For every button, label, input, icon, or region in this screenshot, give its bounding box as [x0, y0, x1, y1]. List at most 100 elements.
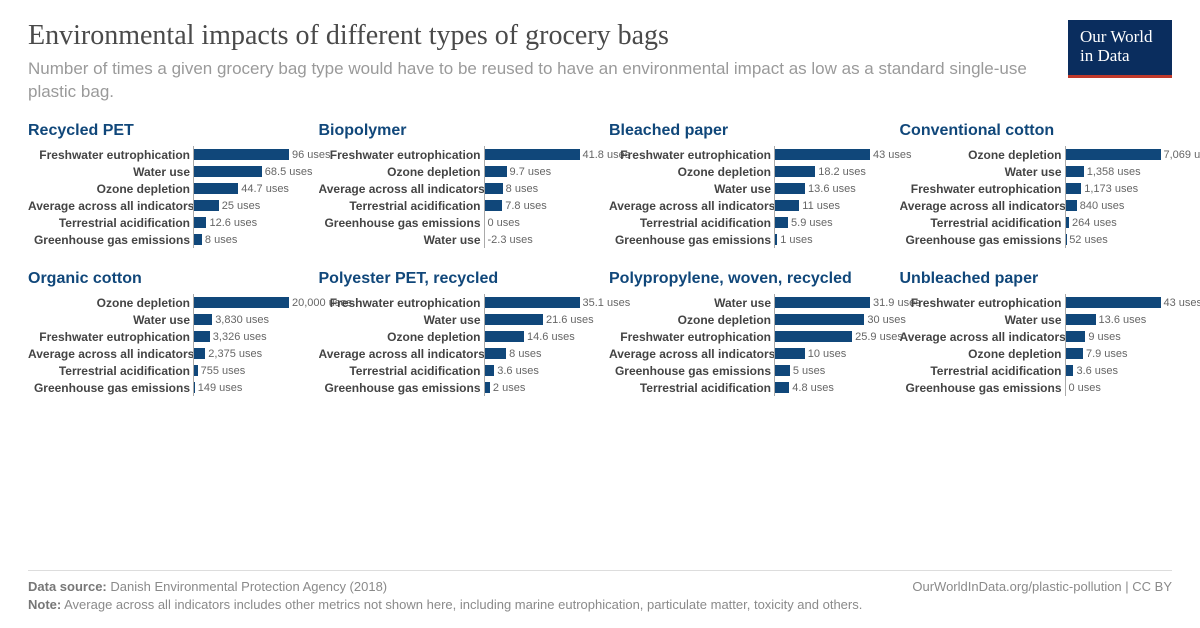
bar — [194, 331, 210, 342]
facet-panel: Recycled PETFreshwater eutrophication96 … — [28, 122, 301, 248]
bar — [194, 348, 205, 359]
row-value: 14.6 uses — [527, 331, 575, 343]
row-value: 7.8 uses — [505, 200, 547, 212]
row-value: 0 uses — [488, 217, 520, 229]
row-label: Greenhouse gas emissions — [319, 381, 484, 395]
row-label: Water use — [319, 233, 484, 247]
bar — [1066, 200, 1077, 211]
row-label: Freshwater eutrophication — [900, 182, 1065, 196]
row-label: Average across all indicators — [28, 347, 193, 361]
row-label: Terrestrial acidification — [319, 199, 484, 213]
bar-zone: 8 uses — [484, 345, 592, 362]
owid-logo: Our World in Data — [1068, 20, 1172, 78]
bar-row: Water use31.9 uses — [609, 294, 882, 311]
row-label: Terrestrial acidification — [28, 216, 193, 230]
row-label: Average across all indicators — [319, 182, 484, 196]
note-label: Note: — [28, 597, 61, 612]
bar — [1066, 149, 1161, 160]
bar-zone: 12.6 uses — [193, 214, 301, 231]
row-value: 18.2 uses — [818, 166, 866, 178]
bar-row: Ozone depletion18.2 uses — [609, 163, 882, 180]
row-value: 25.9 uses — [855, 331, 903, 343]
facet-panel: Unbleached paperFreshwater eutrophicatio… — [900, 270, 1173, 396]
bar-zone: 3.6 uses — [484, 362, 592, 379]
panel-rows: Freshwater eutrophication43 usesWater us… — [900, 294, 1173, 396]
bar — [194, 149, 289, 160]
row-label: Greenhouse gas emissions — [319, 216, 484, 230]
facet-panel: BiopolymerFreshwater eutrophication41.8 … — [319, 122, 592, 248]
row-label: Freshwater eutrophication — [319, 296, 484, 310]
row-label: Ozone depletion — [609, 313, 774, 327]
bar — [194, 234, 202, 245]
row-value: 3,830 uses — [215, 314, 269, 326]
bar-zone: 7.9 uses — [1065, 345, 1173, 362]
row-value: 1 uses — [780, 234, 812, 246]
bar-row: Freshwater eutrophication43 uses — [609, 146, 882, 163]
row-label: Ozone depletion — [28, 182, 193, 196]
row-label: Terrestrial acidification — [28, 364, 193, 378]
row-value: 4.8 uses — [792, 382, 834, 394]
bar — [485, 166, 507, 177]
row-value: 25 uses — [222, 200, 261, 212]
bar-zone: 3.6 uses — [1065, 362, 1173, 379]
bar-row: Average across all indicators840 uses — [900, 197, 1173, 214]
bar-row: Terrestrial acidification 7.8 uses — [319, 197, 592, 214]
bar-zone: 840 uses — [1065, 197, 1173, 214]
bar-zone: 3,830 uses — [193, 311, 301, 328]
bar-row: Greenhouse gas emissions52 uses — [900, 231, 1173, 248]
bar — [775, 382, 789, 393]
bar-row: Greenhouse gas emissions 2 uses — [319, 379, 592, 396]
bar-row: Freshwater eutrophication96 uses — [28, 146, 301, 163]
row-label: Greenhouse gas emissions — [900, 233, 1065, 247]
panel-rows: Ozone depletion20,000 usesWater use3,830… — [28, 294, 301, 396]
bar-row: Greenhouse gas emissions 1 uses — [609, 231, 882, 248]
bar-zone: 3,326 uses — [193, 328, 301, 345]
row-value: 44.7 uses — [241, 183, 289, 195]
bar-zone: 43 uses — [774, 146, 882, 163]
chart-header: Environmental impacts of different types… — [28, 20, 1172, 104]
bar — [194, 314, 212, 325]
panel-title: Organic cotton — [28, 270, 301, 288]
bar-row: Ozone depletion7,069 uses — [900, 146, 1173, 163]
row-label: Water use — [609, 296, 774, 310]
bar-row: Average across all indicators2,375 uses — [28, 345, 301, 362]
chart-footer: Data source: Danish Environmental Protec… — [28, 570, 1172, 614]
bar — [775, 348, 805, 359]
bar-zone: 1 uses — [774, 231, 882, 248]
bar — [485, 331, 525, 342]
bar — [194, 382, 195, 393]
bar-row: Average across all indicators10 uses — [609, 345, 882, 362]
bar-row: Greenhouse gas emissions149 uses — [28, 379, 301, 396]
bar-row: Freshwater eutrophication41.8 uses — [319, 146, 592, 163]
bar-zone: 5.9 uses — [774, 214, 882, 231]
bar-row: Average across all indicators9 uses — [900, 328, 1173, 345]
row-value: 7,069 uses — [1164, 149, 1200, 161]
bar-zone: 31.9 uses — [774, 294, 882, 311]
row-label: Freshwater eutrophication — [319, 148, 484, 162]
row-label: Average across all indicators — [609, 347, 774, 361]
row-value: 2 uses — [493, 382, 525, 394]
bar — [485, 348, 507, 359]
data-source: Data source: Danish Environmental Protec… — [28, 579, 387, 594]
panel-title: Polypropylene, woven, recycled — [609, 270, 882, 288]
row-label: Average across all indicators — [609, 199, 774, 213]
row-value: 9.7 uses — [510, 166, 552, 178]
bar — [485, 314, 543, 325]
bar — [194, 183, 238, 194]
row-value: 68.5 uses — [265, 166, 313, 178]
facet-panel: Polyester PET, recycledFreshwater eutrop… — [319, 270, 592, 396]
row-label: Average across all indicators — [319, 347, 484, 361]
panel-title: Conventional cotton — [900, 122, 1173, 140]
bar-zone: 21.6 uses — [484, 311, 592, 328]
small-multiples-grid: Recycled PETFreshwater eutrophication96 … — [28, 122, 1172, 396]
bar — [485, 200, 503, 211]
bar-row: Freshwater eutrophication3,326 uses — [28, 328, 301, 345]
bar-zone: 8 uses — [193, 231, 301, 248]
footer-note: Note: Average across all indicators incl… — [28, 596, 1172, 614]
bar-row: Water use-2.3 uses — [319, 231, 592, 248]
bar-zone: 96 uses — [193, 146, 301, 163]
source-text: Danish Environmental Protection Agency (… — [110, 579, 387, 594]
note-text: Average across all indicators includes o… — [64, 597, 862, 612]
row-label: Greenhouse gas emissions — [609, 233, 774, 247]
panel-rows: Ozone depletion7,069 usesWater use1,358 … — [900, 146, 1173, 248]
